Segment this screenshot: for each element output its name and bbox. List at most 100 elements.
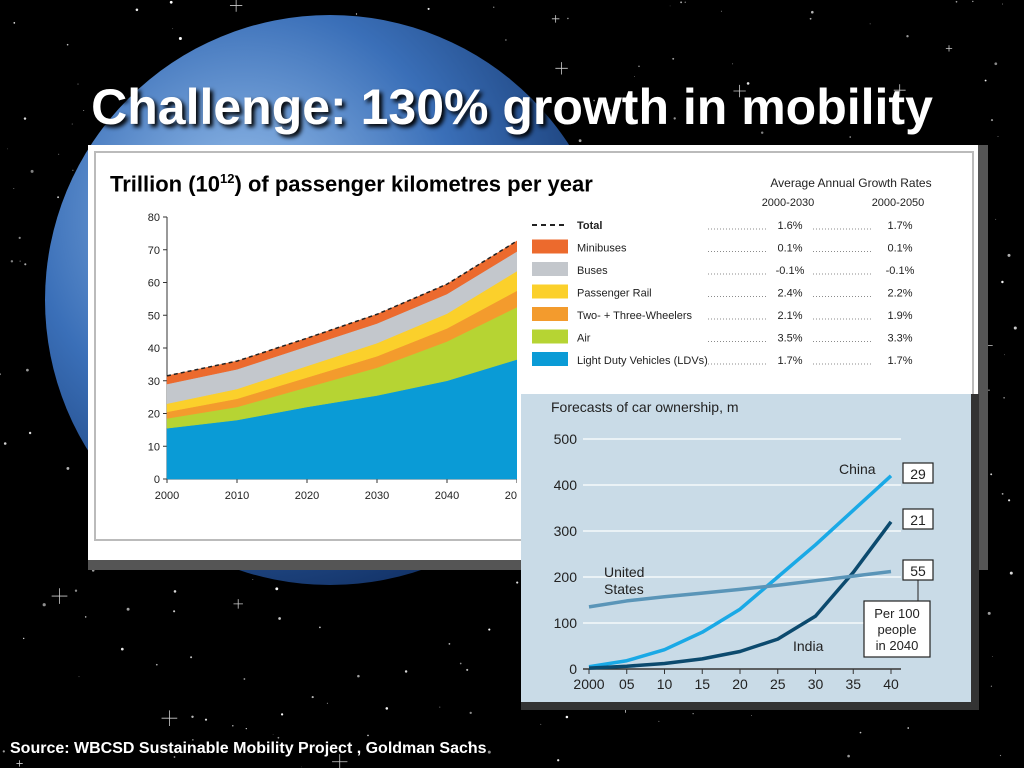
star	[493, 6, 495, 8]
star	[385, 707, 389, 710]
star	[311, 696, 314, 699]
star	[995, 218, 997, 220]
star	[3, 442, 7, 445]
star	[1002, 3, 1003, 5]
growth-rate-2050: 1.7%	[887, 220, 912, 232]
star	[990, 685, 993, 687]
legend-swatch	[532, 239, 568, 254]
series-label-us-line1: United	[604, 564, 644, 580]
star	[680, 1, 683, 4]
period-header: 2000-2030	[762, 197, 815, 209]
star	[990, 119, 994, 122]
star	[13, 22, 16, 24]
y-tick-label: 70	[148, 245, 160, 257]
star	[173, 590, 177, 593]
annotation-text: in 2040	[876, 638, 919, 653]
star	[540, 723, 542, 725]
growth-rate-2030: -0.1%	[776, 265, 805, 277]
y-tick-label: 400	[554, 477, 578, 493]
y-tick-label: 80	[148, 212, 160, 224]
growth-rate-2050: -0.1%	[886, 265, 915, 277]
star	[990, 473, 993, 476]
star	[83, 110, 85, 111]
stacked-area-chart: 0102030405060708020002010202020302040205…	[148, 212, 517, 502]
star	[243, 678, 246, 680]
star	[907, 727, 909, 729]
legend-swatch	[532, 352, 568, 366]
y-tick-label: 30	[148, 376, 160, 388]
star	[57, 196, 60, 199]
chart1-title-part1: Trillion (10	[110, 171, 221, 197]
star	[280, 713, 284, 716]
star	[567, 17, 569, 20]
star	[469, 711, 472, 715]
end-value-label: 29	[910, 466, 926, 482]
end-value-label: 21	[910, 512, 926, 528]
star	[849, 136, 851, 138]
star	[42, 603, 46, 607]
star	[557, 759, 560, 762]
growth-rate-2030: 1.7%	[777, 355, 802, 367]
star	[1009, 571, 1013, 575]
star	[19, 260, 21, 262]
star	[77, 83, 79, 85]
star	[2, 750, 5, 753]
x-tick-label: 25	[770, 676, 786, 692]
chart2-title: Forecasts of car ownership, m	[551, 399, 739, 415]
x-tick-label: 2020	[295, 490, 319, 502]
x-tick-label: 15	[694, 676, 710, 692]
star	[488, 628, 491, 631]
star	[448, 643, 451, 645]
series-label-us-line2: States	[604, 581, 644, 597]
end-value-box	[902, 508, 934, 530]
star	[1001, 280, 1004, 284]
star	[646, 110, 650, 114]
star	[997, 136, 999, 137]
growth-rate-2030: 3.5%	[777, 333, 802, 345]
slide-title: Challenge: 130% growth in mobility	[91, 79, 933, 135]
star	[467, 741, 471, 745]
star	[901, 98, 903, 100]
total-dashed-line	[166, 240, 517, 377]
star	[172, 28, 174, 30]
legend-label: Total	[577, 220, 602, 232]
star	[169, 0, 173, 4]
star	[277, 736, 280, 739]
annotation-text: people	[877, 622, 916, 637]
x-tick-label: 2000	[573, 676, 604, 692]
star	[638, 65, 640, 68]
star	[252, 579, 254, 580]
x-tick-label: 2000	[155, 490, 179, 502]
star-sparkle	[555, 62, 568, 75]
star	[684, 1, 686, 3]
star	[120, 647, 124, 651]
star-sparkle	[161, 710, 178, 727]
end-value-box	[902, 462, 934, 484]
star	[593, 99, 595, 102]
star	[760, 131, 764, 134]
car-ownership-line-chart: Forecasts of car ownership, m 0 100 200 300 4…	[551, 399, 934, 692]
star	[155, 663, 158, 666]
x-tick-label: 35	[845, 676, 861, 692]
star	[427, 7, 430, 10]
growth-rate-2050: 1.7%	[887, 355, 912, 367]
star-sparkle	[332, 754, 348, 768]
star	[808, 104, 811, 106]
star	[634, 75, 635, 77]
star	[191, 715, 194, 719]
star	[23, 637, 25, 640]
star	[192, 739, 194, 741]
star	[23, 117, 27, 120]
star	[459, 662, 462, 665]
y-tick-label: 40	[148, 343, 160, 355]
line-india	[588, 520, 893, 670]
star	[999, 754, 1002, 757]
star	[634, 109, 635, 110]
growth-rate-2030: 1.6%	[777, 220, 802, 232]
star	[466, 668, 469, 671]
annotation-text: Per 100	[874, 606, 920, 621]
star	[606, 102, 609, 105]
x-tick-label: 2010	[225, 490, 249, 502]
star	[1007, 253, 1011, 257]
x-tick-label: 05	[619, 676, 635, 692]
